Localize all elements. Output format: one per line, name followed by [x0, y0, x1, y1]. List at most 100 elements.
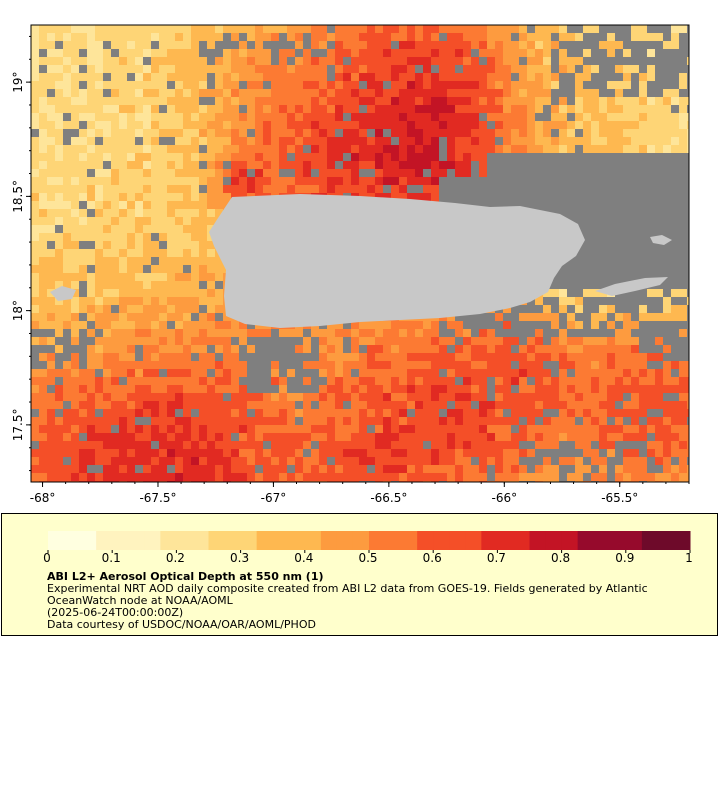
- aod-cell: [407, 401, 415, 409]
- aod-cell: [535, 385, 543, 393]
- aod-cell: [495, 65, 503, 73]
- aod-cell: [567, 337, 575, 345]
- aod-cell: [255, 441, 263, 449]
- aod-cell: [383, 353, 391, 361]
- aod-cell: [495, 473, 503, 481]
- aod-cell: [63, 177, 71, 185]
- aod-cell: [327, 137, 335, 145]
- aod-cell: [487, 329, 495, 337]
- aod-cell: [359, 25, 367, 33]
- aod-cell: [351, 401, 359, 409]
- aod-cell: [175, 249, 183, 257]
- aod-cell: [559, 65, 567, 73]
- aod-cell: [151, 161, 159, 169]
- aod-cell: [159, 441, 167, 449]
- aod-cell: [623, 457, 631, 465]
- aod-cell: [351, 441, 359, 449]
- aod-cell: [551, 105, 559, 113]
- aod-cell: [431, 81, 439, 89]
- aod-cell: [583, 369, 591, 377]
- aod-cell: [223, 25, 231, 33]
- aod-cell: [599, 393, 607, 401]
- aod-cell: [79, 129, 87, 137]
- aod-cell: [679, 433, 687, 441]
- aod-cell: [447, 97, 455, 105]
- aod-cell: [215, 81, 223, 89]
- aod-cell: [471, 337, 479, 345]
- aod-cell: [503, 81, 511, 89]
- aod-cell: [343, 65, 351, 73]
- aod-cell: [351, 353, 359, 361]
- aod-cell: [367, 385, 375, 393]
- aod-cell: [191, 25, 199, 33]
- aod-cell: [671, 113, 679, 121]
- y-axis-tick-label: 18°: [11, 300, 25, 321]
- aod-cell: [167, 41, 175, 49]
- aod-cell: [63, 385, 71, 393]
- aod-cell: [671, 89, 679, 97]
- aod-cell: [671, 465, 679, 473]
- aod-cell: [551, 393, 559, 401]
- aod-cell: [183, 57, 191, 65]
- aod-cell: [663, 121, 671, 129]
- aod-cell: [511, 465, 519, 473]
- aod-cell: [399, 105, 407, 113]
- aod-cell: [679, 449, 687, 457]
- aod-cell: [55, 217, 63, 225]
- aod-cell: [487, 49, 495, 57]
- aod-cell: [431, 193, 439, 201]
- aod-cell: [103, 233, 111, 241]
- aod-cell: [639, 433, 647, 441]
- aod-cell: [495, 25, 503, 33]
- aod-cell: [351, 409, 359, 417]
- aod-cell: [359, 449, 367, 457]
- aod-cell: [479, 65, 487, 73]
- aod-cell: [63, 321, 71, 329]
- aod-cell: [191, 33, 199, 41]
- aod-cell: [575, 81, 583, 89]
- aod-cell: [143, 81, 151, 89]
- aod-cell: [351, 81, 359, 89]
- aod-cell: [495, 457, 503, 465]
- aod-cell: [631, 393, 639, 401]
- aod-cell: [71, 393, 79, 401]
- aod-cell: [271, 401, 279, 409]
- aod-cell: [679, 289, 687, 297]
- aod-cell: [287, 65, 295, 73]
- aod-cell: [183, 201, 191, 209]
- aod-cell: [135, 289, 143, 297]
- aod-cell: [639, 393, 647, 401]
- aod-cell: [359, 409, 367, 417]
- aod-cell: [63, 313, 71, 321]
- aod-cell: [367, 441, 375, 449]
- aod-cell: [231, 129, 239, 137]
- aod-cell: [287, 73, 295, 81]
- aod-cell: [607, 409, 615, 417]
- aod-cell: [311, 449, 319, 457]
- aod-cell: [327, 161, 335, 169]
- aod-cell: [207, 33, 215, 41]
- aod-cell: [479, 41, 487, 49]
- aod-cell: [63, 233, 71, 241]
- aod-cell: [607, 321, 615, 329]
- aod-cell: [639, 305, 647, 313]
- aod-cell: [47, 249, 55, 257]
- aod-cell: [575, 89, 583, 97]
- aod-cell: [95, 377, 103, 385]
- aod-cell: [687, 473, 689, 481]
- aod-cell: [231, 441, 239, 449]
- aod-cell: [263, 33, 271, 41]
- aod-cell: [143, 377, 151, 385]
- aod-cell: [191, 233, 199, 241]
- aod-cell: [439, 449, 447, 457]
- aod-cell: [519, 105, 527, 113]
- aod-cell: [143, 433, 151, 441]
- aod-cell: [367, 473, 375, 481]
- aod-cell: [583, 401, 591, 409]
- aod-cell: [367, 185, 375, 193]
- aod-cell: [447, 361, 455, 369]
- aod-cell: [215, 185, 223, 193]
- aod-cell: [31, 57, 39, 65]
- aod-cell: [47, 65, 55, 73]
- aod-cell: [631, 385, 639, 393]
